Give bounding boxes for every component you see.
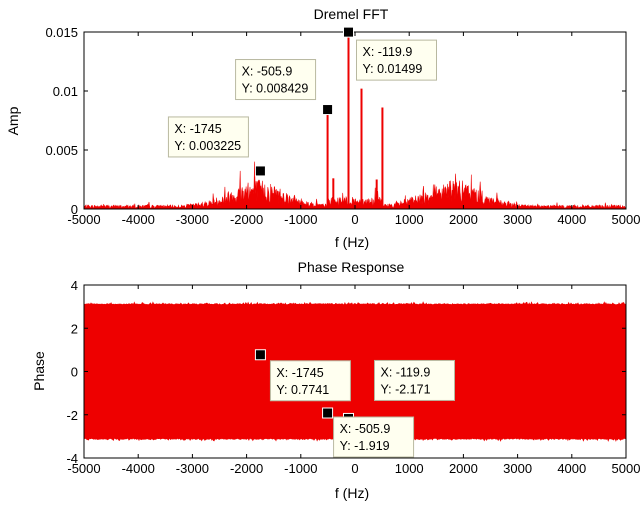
fft-datatips: X: -1745 Y: 0.003225 X: -505.9 Y: 0.008429 X… xyxy=(167,26,438,177)
datatip-marker[interactable] xyxy=(322,407,334,419)
x-tick-label: -5000 xyxy=(67,212,100,227)
datatip-x: X: -1745 xyxy=(276,366,323,380)
datatip-marker[interactable] xyxy=(322,104,334,116)
y-tick-label: 0.015 xyxy=(45,25,78,40)
datatip-y: Y: 0.01499 xyxy=(363,62,423,76)
x-tick-label: 0 xyxy=(351,212,358,227)
phase-title: Phase Response xyxy=(298,259,405,275)
y-tick-label: 0 xyxy=(71,202,78,217)
x-tick-label: -3000 xyxy=(176,461,209,476)
datatip-box[interactable] xyxy=(356,39,438,81)
x-tick-label: 3000 xyxy=(503,461,532,476)
datatip-box[interactable] xyxy=(333,416,415,458)
x-tick-label: 2000 xyxy=(449,212,478,227)
x-tick-label: 5000 xyxy=(612,461,641,476)
datatip-box[interactable] xyxy=(374,359,456,401)
phase-xlabel: f (Hz) xyxy=(335,485,369,501)
phase-datatips: X: -1745 Y: 0.7741 X: -119.9 Y: -2.171 X: -5… xyxy=(254,349,456,458)
fft-ticks: -5000 -4000 -3000 -2000 -1000 0 1000 2000 3000 40… xyxy=(45,25,640,227)
x-tick-label: 5000 xyxy=(612,212,641,227)
x-tick-label: -2000 xyxy=(230,461,263,476)
fft-xlabel: f (Hz) xyxy=(335,234,369,250)
datatip-box[interactable] xyxy=(235,59,317,101)
datatip-box[interactable] xyxy=(269,360,351,402)
y-tick-label: 2 xyxy=(71,321,78,336)
y-tick-label: 0 xyxy=(71,365,78,380)
fft-ylabel: Amp xyxy=(5,106,21,135)
x-tick-label: -3000 xyxy=(176,212,209,227)
y-tick-label: -4 xyxy=(66,451,78,466)
datatip-y: Y: 0.003225 xyxy=(174,139,241,153)
fft-title: Dremel FFT xyxy=(314,6,389,22)
fft-noise-floor xyxy=(83,161,627,210)
datatip-box[interactable] xyxy=(167,116,249,158)
x-tick-label: -2000 xyxy=(230,212,263,227)
y-tick-label: -2 xyxy=(66,408,78,423)
x-tick-label: 3000 xyxy=(503,212,532,227)
x-tick-label: 0 xyxy=(351,461,358,476)
datatip-marker[interactable] xyxy=(254,165,266,177)
y-tick-label: 0.005 xyxy=(45,143,78,158)
datatip-y: Y: -1.919 xyxy=(340,439,390,453)
x-tick-label: 1000 xyxy=(395,461,424,476)
datatip-x: X: -1745 xyxy=(174,122,221,136)
x-tick-label: 4000 xyxy=(557,461,586,476)
datatip-x: X: -119.9 xyxy=(363,45,413,59)
x-tick-label: -1000 xyxy=(284,461,317,476)
datatip-y: Y: 0.7741 xyxy=(276,383,329,397)
x-tick-label: 2000 xyxy=(449,461,478,476)
fft-signal xyxy=(83,32,627,210)
y-tick-label: 0.01 xyxy=(53,84,78,99)
phase-plot: Phase Response -5000 -4000 -3000 -2000 -1000… xyxy=(31,259,640,501)
datatip-x: X: -505.9 xyxy=(242,65,293,79)
datatip-x: X: -505.9 xyxy=(340,422,391,436)
x-tick-label: -4000 xyxy=(122,212,155,227)
datatip-y: Y: 0.008429 xyxy=(242,82,309,96)
fft-axes-bg xyxy=(84,32,626,209)
phase-ylabel: Phase xyxy=(31,351,47,391)
x-tick-label: 1000 xyxy=(395,212,424,227)
fft-plot: Dremel FFT -5000 -4000 -3000 -2000 -1000 0 100… xyxy=(5,6,640,250)
x-tick-label: 4000 xyxy=(557,212,586,227)
phase-ticks: -5000 -4000 -3000 -2000 -1000 0 1000 2000 3000 40… xyxy=(66,278,640,476)
datatip-y: Y: -2.171 xyxy=(381,382,431,396)
datatip-marker[interactable] xyxy=(343,26,355,38)
x-tick-label: -4000 xyxy=(122,461,155,476)
x-tick-label: -5000 xyxy=(67,461,100,476)
datatip-marker[interactable] xyxy=(254,349,266,361)
y-tick-label: 4 xyxy=(71,278,78,293)
x-tick-label: -1000 xyxy=(284,212,317,227)
datatip-x: X: -119.9 xyxy=(381,365,431,379)
